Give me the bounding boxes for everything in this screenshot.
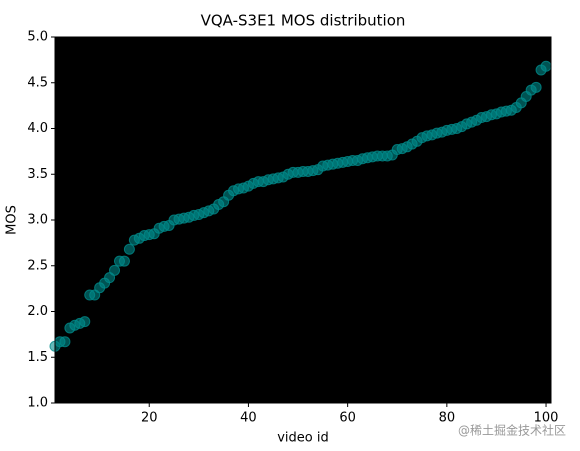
plot-frame — [54, 36, 552, 404]
x-tick-label: 60 — [339, 411, 356, 426]
data-point — [79, 316, 91, 328]
watermark: @稀土掘金技术社区 — [458, 423, 566, 438]
data-point — [118, 255, 130, 267]
data-point — [109, 264, 121, 276]
y-tick-label: 4.5 — [27, 75, 48, 90]
x-axis-label: video id — [277, 431, 329, 446]
x-tick-label: 100 — [534, 411, 559, 426]
y-tick-label: 2.0 — [27, 304, 48, 319]
y-tick-label: 4.0 — [27, 121, 48, 136]
data-point — [59, 336, 71, 348]
x-tick-label: 80 — [439, 411, 456, 426]
y-tick-label: 2.5 — [27, 258, 48, 273]
y-tick-label: 3.0 — [27, 213, 48, 228]
x-tick-label: 40 — [240, 411, 257, 426]
y-tick-label: 1.5 — [27, 350, 48, 365]
chart-title: VQA-S3E1 MOS distribution — [201, 12, 406, 30]
y-tick-label: 1.0 — [27, 396, 48, 411]
data-point — [540, 60, 552, 72]
plot-area — [55, 37, 551, 403]
y-tick-label: 5.0 — [27, 30, 48, 45]
data-point — [530, 81, 542, 93]
x-tick-label: 20 — [141, 411, 158, 426]
data-point — [123, 243, 135, 255]
y-axis-label: MOS — [5, 205, 20, 235]
y-tick-label: 3.5 — [27, 167, 48, 182]
